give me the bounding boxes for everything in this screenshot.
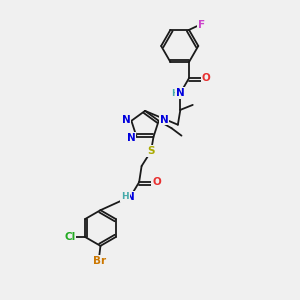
Text: O: O [202, 73, 210, 83]
Text: N: N [176, 88, 185, 98]
Text: N: N [160, 115, 169, 124]
Text: H: H [121, 192, 129, 201]
Text: S: S [147, 146, 155, 156]
Text: O: O [152, 177, 161, 187]
Text: N: N [122, 115, 130, 124]
Text: N: N [127, 133, 136, 143]
Text: H: H [171, 88, 179, 98]
Text: N: N [126, 191, 135, 202]
Text: F: F [198, 20, 205, 30]
Text: Br: Br [93, 256, 106, 266]
Text: Cl: Cl [64, 232, 75, 242]
